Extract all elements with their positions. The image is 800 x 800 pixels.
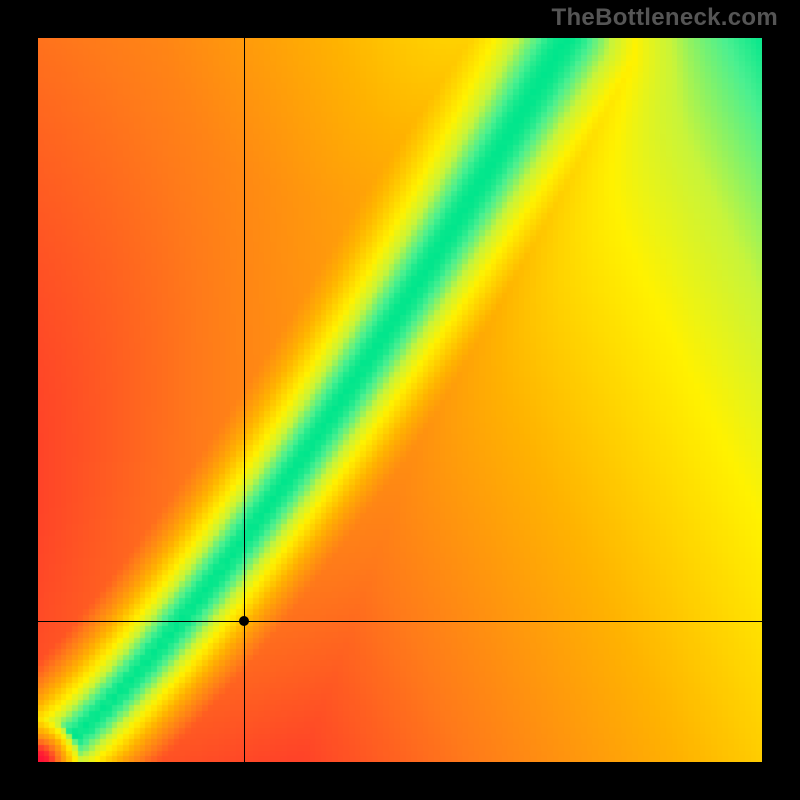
heatmap-plot xyxy=(38,38,762,762)
crosshair-marker xyxy=(239,616,249,626)
crosshair-vertical xyxy=(244,38,245,762)
heatmap-canvas xyxy=(38,38,762,762)
watermark-text: TheBottleneck.com xyxy=(552,4,778,32)
crosshair-horizontal xyxy=(38,621,762,622)
